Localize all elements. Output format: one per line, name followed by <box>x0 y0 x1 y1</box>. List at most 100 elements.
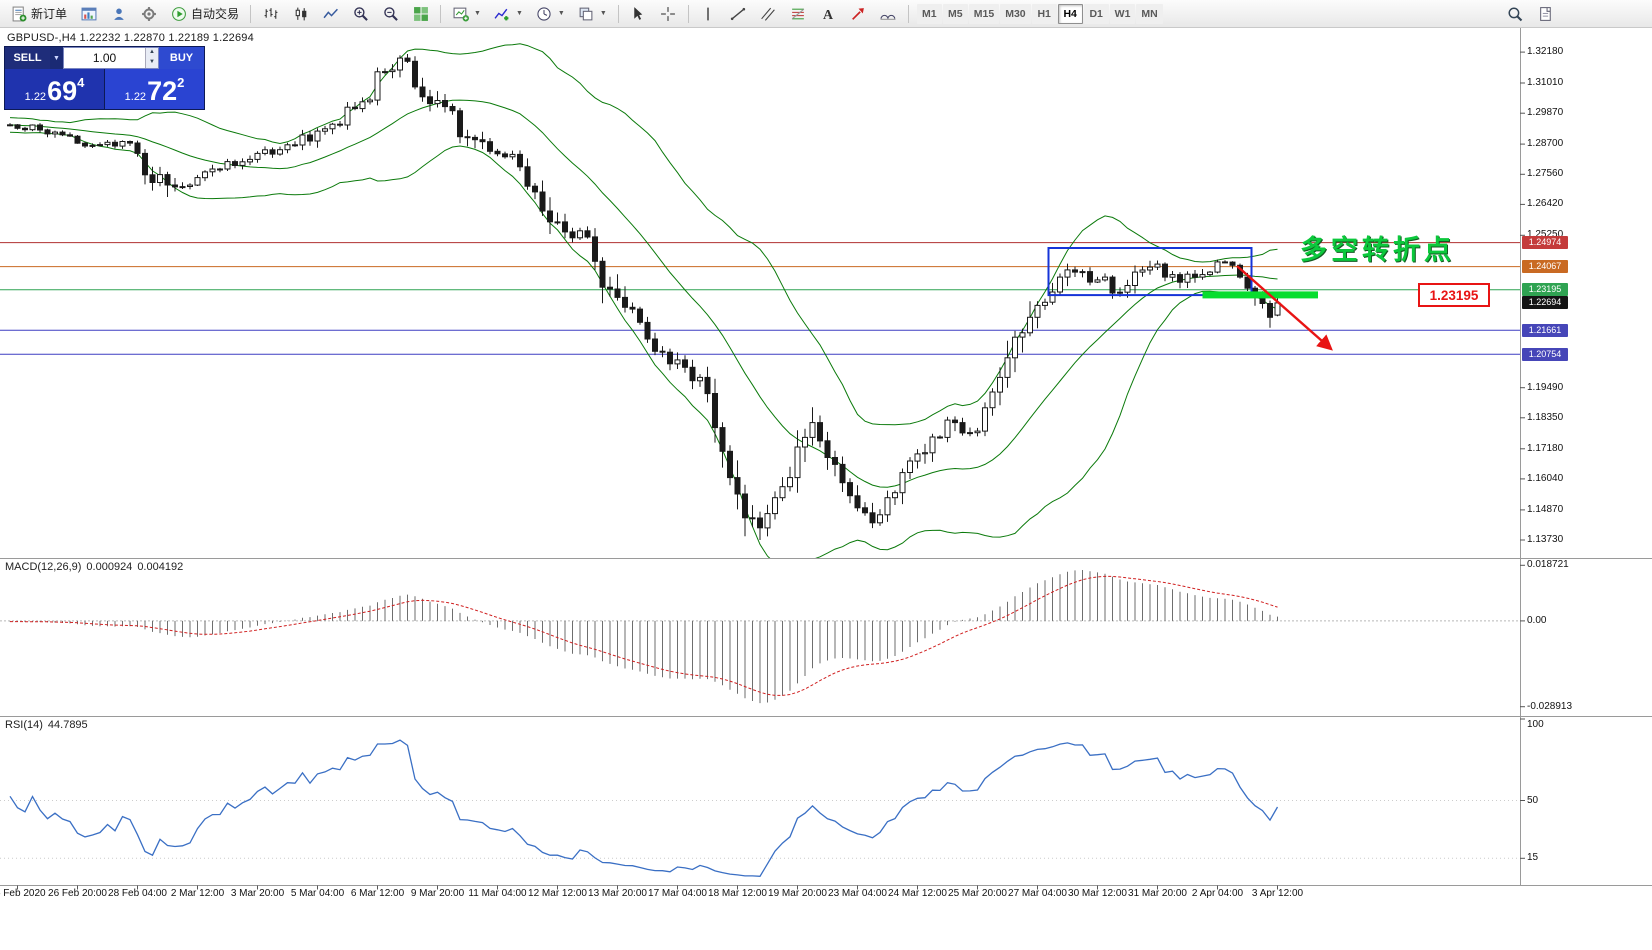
level-lines[interactable] <box>0 242 1520 355</box>
timeframe-h4-button[interactable]: H4 <box>1057 3 1083 24</box>
macd-name: MACD(12,26,9) <box>5 561 82 573</box>
timeframe-mn-button[interactable]: MN <box>1136 3 1163 24</box>
price-tick-label: 1.28700 <box>1527 138 1564 150</box>
timeframe-h1-button[interactable]: H1 <box>1031 3 1057 24</box>
cursor-tool-icon <box>630 5 647 22</box>
candlestick-mode-icon <box>292 5 309 22</box>
volume-preset-dropdown[interactable]: ▼ <box>50 47 63 69</box>
timeframe-m30-button[interactable]: M30 <box>1000 3 1031 24</box>
cursor-tool-button[interactable] <box>624 3 653 25</box>
fibonacci-tool-button[interactable] <box>784 3 813 25</box>
new-window-button[interactable] <box>1531 3 1560 25</box>
volume-field[interactable]: 1.00 ▲ ▼ <box>63 47 159 69</box>
timeframe-d1-button[interactable]: D1 <box>1083 3 1109 24</box>
time-axis-label: 31 Mar 20:00 <box>1128 888 1187 899</box>
rsi-scale-label: 50 <box>1527 794 1539 806</box>
sell-price-sup: 4 <box>77 75 85 90</box>
new-chart-button[interactable]: ▼ <box>446 3 487 25</box>
toolbar-separator <box>907 4 909 23</box>
search-button[interactable] <box>1500 3 1529 25</box>
time-axis-label: 2 Mar 12:00 <box>170 888 225 899</box>
bar-chart-mode-button[interactable] <box>256 3 285 25</box>
trendline-tool-button[interactable] <box>724 3 753 25</box>
rsi-value: 44.7895 <box>47 719 88 731</box>
price-tick-label: 1.13730 <box>1527 534 1564 546</box>
price-tick-label: 1.31010 <box>1527 77 1564 88</box>
toolbar-separator <box>617 4 619 23</box>
auto-trading-label: 自动交易 <box>191 7 240 21</box>
tile-windows-button[interactable] <box>406 3 435 25</box>
indicators-list-icon <box>494 5 511 22</box>
toolbar-separator <box>687 4 689 23</box>
zoom-in-icon <box>352 5 369 22</box>
time-axis-label: 24 Mar 12:00 <box>888 888 947 899</box>
auto-trading-button[interactable]: 自动交易 <box>164 3 245 25</box>
time-axis-label: 25 Mar 20:00 <box>948 888 1007 899</box>
buy-price[interactable]: 1.22 72 2 <box>105 69 204 109</box>
chart-window-button[interactable] <box>74 3 103 25</box>
spinner-up-icon[interactable]: ▲ <box>146 48 158 58</box>
chevron-down-icon: ▼ <box>515 10 523 17</box>
buy-price-sup: 2 <box>177 75 185 90</box>
candlesticks <box>7 54 1281 540</box>
expert-advisors-button[interactable] <box>134 3 163 25</box>
market-watch-button[interactable] <box>104 3 133 25</box>
price-tick-label: 1.32180 <box>1527 46 1564 58</box>
market-watch-icon <box>110 5 127 22</box>
fibonacci-tool-icon <box>790 5 807 22</box>
candlestick-mode-button[interactable] <box>286 3 315 25</box>
bollinger-bands <box>9 43 1278 558</box>
cycle-lines-tool-button[interactable] <box>874 3 903 25</box>
indicators-list-button[interactable]: ▼ <box>488 3 529 25</box>
time-axis-label: 17 Mar 04:00 <box>648 888 707 899</box>
annotation-rectangle[interactable] <box>1047 247 1253 297</box>
channel-tool-button[interactable] <box>754 3 783 25</box>
zoom-in-button[interactable] <box>346 3 375 25</box>
zoom-out-button[interactable] <box>376 3 405 25</box>
time-axis-label: 26 Feb 20:00 <box>48 888 107 899</box>
buy-button[interactable]: BUY <box>159 47 204 69</box>
time-axis-label: 5 Mar 04:00 <box>290 888 345 899</box>
templates-button[interactable]: ▼ <box>572 3 613 25</box>
one-click-top-row: SELL ▼ 1.00 ▲ ▼ BUY <box>5 47 204 69</box>
annotation-support-bar[interactable] <box>1202 291 1319 299</box>
new-order-button[interactable]: 新订单 <box>4 3 73 25</box>
timeframe-m15-button[interactable]: M15 <box>968 3 1000 24</box>
expert-advisors-icon <box>140 5 157 22</box>
bollinger-upper-band <box>9 43 1278 426</box>
spinner-down-icon[interactable]: ▼ <box>146 58 158 68</box>
timeframe-w1-button[interactable]: W1 <box>1109 3 1136 24</box>
search-icon <box>1506 5 1523 22</box>
annotation-arrow[interactable] <box>1236 265 1333 351</box>
sell-price-big: 69 <box>47 76 78 106</box>
time-axis-label: 30 Mar 12:00 <box>1068 888 1127 899</box>
macd-main-value: 0.000924 <box>86 561 133 573</box>
chevron-down-icon: ▼ <box>557 10 565 17</box>
periods-list-button[interactable]: ▼ <box>530 3 571 25</box>
rsi-scale-label: 100 <box>1527 719 1544 730</box>
line-chart-mode-button[interactable] <box>316 3 345 25</box>
sell-price[interactable]: 1.22 69 4 <box>5 69 105 109</box>
crosshair-tool-button[interactable] <box>654 3 683 25</box>
vertical-line-tool-button[interactable] <box>694 3 723 25</box>
volume-spinner[interactable]: ▲ ▼ <box>145 48 158 68</box>
price-level-chip: 1.24974 <box>1522 236 1568 250</box>
time-axis-label: 6 Mar 12:00 <box>350 888 405 899</box>
price-level-chip: 1.23195 <box>1522 283 1568 297</box>
annotation-price-label[interactable]: 1.23195 <box>1418 283 1490 307</box>
timeframe-m1-button[interactable]: M1 <box>916 3 942 24</box>
zoom-out-icon <box>382 5 399 22</box>
price-tick-label: 1.19490 <box>1527 381 1564 393</box>
annotation-turning-point-text[interactable]: 多空转折点 <box>1300 235 1455 265</box>
channel-tool-icon <box>760 5 777 22</box>
rsi-line <box>9 739 1279 877</box>
time-axis-label: 23 Mar 04:00 <box>828 888 887 899</box>
arrows-tool-button[interactable] <box>844 3 873 25</box>
text-tool-button[interactable]: A <box>814 3 843 25</box>
timeframe-m5-button[interactable]: M5 <box>942 3 968 24</box>
macd-signal-value: 0.004192 <box>137 561 184 573</box>
price-tick-label: 1.14870 <box>1527 503 1564 515</box>
price-level-chip: 1.24067 <box>1522 260 1568 274</box>
sell-button[interactable]: SELL <box>5 47 50 69</box>
